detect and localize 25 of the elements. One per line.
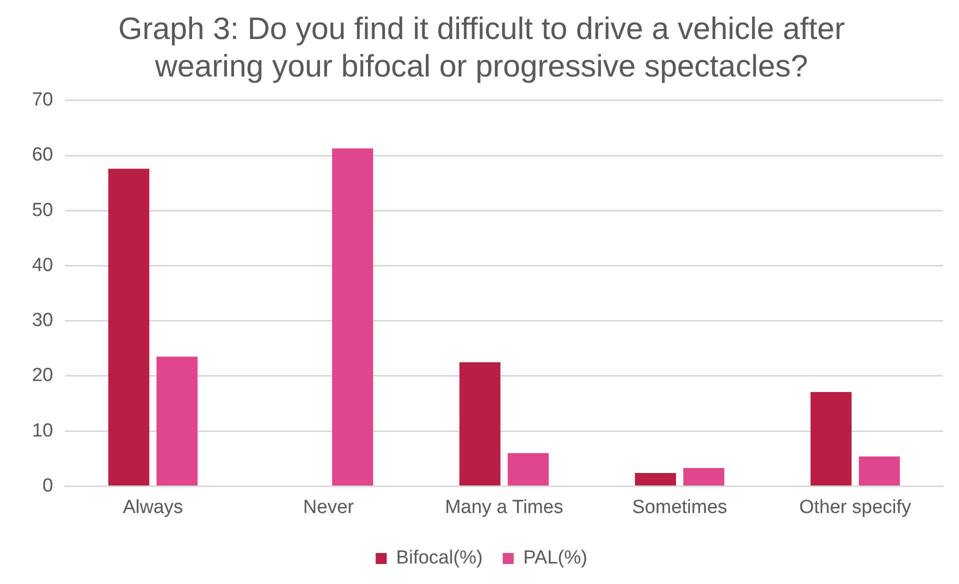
bar: [156, 356, 198, 486]
x-tick-label: Sometimes: [632, 496, 728, 518]
bar: [459, 362, 500, 486]
y-tick-label: 10: [32, 420, 54, 442]
bar: [508, 453, 549, 486]
bar: [332, 148, 374, 486]
bar: [858, 456, 900, 486]
y-tick-label: 30: [32, 310, 54, 332]
x-tick-label: Many a Times: [444, 496, 564, 518]
y-tick-label: 40: [32, 254, 54, 276]
x-tick-label: Other specify: [799, 496, 912, 518]
y-tick-label: 20: [32, 365, 54, 386]
y-tick-label: 70: [32, 90, 54, 111]
bar: [108, 168, 150, 486]
y-tick-label: 60: [32, 144, 54, 166]
bar: [683, 468, 724, 486]
y-tick-label: 0: [42, 475, 54, 496]
x-tick-label: Always: [122, 496, 184, 518]
legend-label: PAL(%): [523, 548, 588, 569]
bar: [810, 392, 852, 486]
y-tick-label: 50: [32, 200, 54, 221]
chart-title: Graph 3: Do you find it difficult to drive a vehicle after wearing your bifocal or progressive spectacles?: [118, 11, 845, 84]
legend-label: Bifocal(%): [396, 548, 483, 569]
x-tick-label: Never: [303, 496, 355, 518]
bar: [634, 472, 676, 486]
